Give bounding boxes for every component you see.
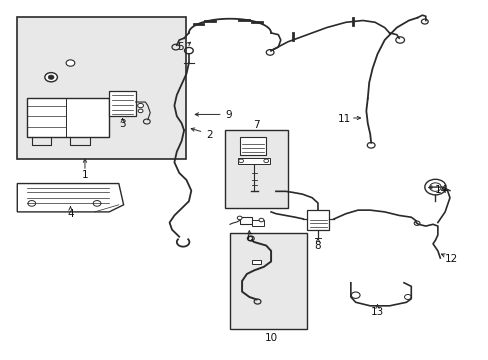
Circle shape [28, 201, 36, 206]
Text: 1: 1 [81, 170, 88, 180]
Circle shape [66, 60, 75, 66]
Circle shape [429, 183, 440, 192]
Text: 5: 5 [177, 42, 183, 53]
Bar [109, 91, 136, 116]
Bar [238, 158, 269, 164]
Circle shape [237, 216, 242, 220]
Bar [251, 220, 264, 226]
Bar [239, 216, 251, 224]
Text: 13: 13 [370, 307, 383, 317]
Bar [239, 138, 265, 155]
Text: 11: 11 [337, 114, 350, 124]
Circle shape [48, 75, 54, 79]
Text: 3: 3 [119, 119, 126, 129]
Bar [17, 17, 186, 159]
Bar [252, 260, 261, 264]
Bar [229, 233, 307, 329]
Circle shape [93, 201, 101, 206]
Text: 8: 8 [314, 240, 321, 251]
Text: 12: 12 [444, 254, 457, 264]
Text: 6: 6 [245, 234, 252, 243]
Circle shape [45, 73, 57, 82]
Circle shape [138, 103, 143, 108]
Circle shape [138, 109, 142, 113]
Text: 7: 7 [252, 120, 259, 130]
Text: 9: 9 [225, 110, 232, 120]
Bar [224, 130, 287, 208]
Text: 2: 2 [206, 130, 213, 140]
Circle shape [238, 159, 243, 163]
Bar [27, 99, 109, 138]
Bar [307, 210, 328, 230]
Text: 4: 4 [67, 209, 74, 219]
Circle shape [264, 159, 268, 163]
Circle shape [424, 179, 445, 195]
Text: 14: 14 [434, 185, 447, 194]
Circle shape [259, 218, 264, 222]
Polygon shape [17, 184, 123, 212]
Text: 10: 10 [264, 333, 277, 343]
